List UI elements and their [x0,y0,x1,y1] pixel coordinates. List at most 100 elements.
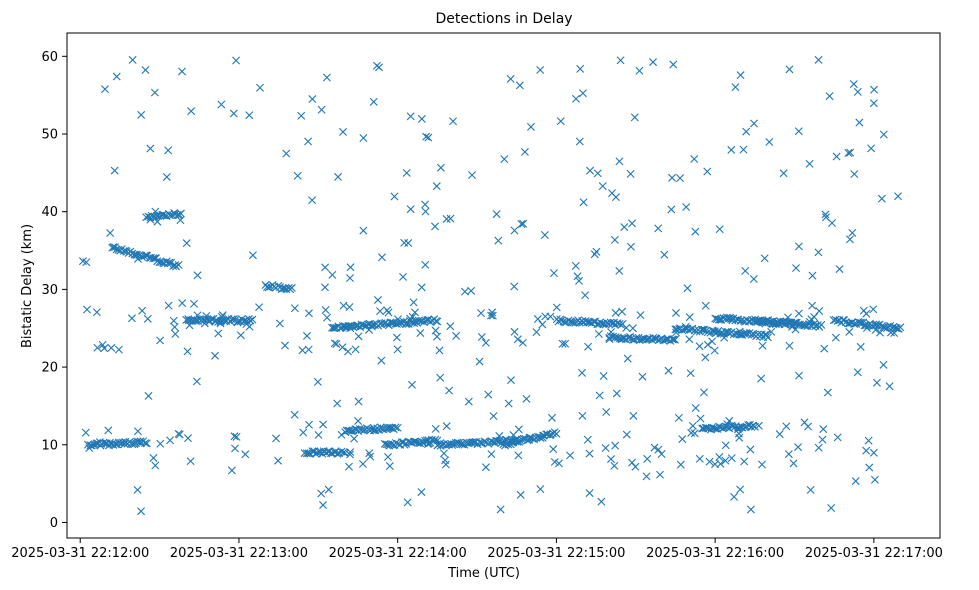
x-tick-label: 2025-03-31 22:13:00 [170,546,308,561]
detection-marker [150,88,159,97]
detection-marker [241,450,250,459]
detection-marker [747,422,756,431]
detection-marker [606,318,615,327]
detection-marker [422,132,431,141]
detection-marker [182,239,191,248]
detection-marker [746,445,755,454]
detection-marker [489,412,498,421]
detection-marker [297,111,306,120]
detection-marker [818,435,827,444]
detection-marker [814,443,823,452]
detection-marker [540,231,549,240]
detection-marker [128,55,137,64]
detection-marker [354,397,363,406]
detection-marker [571,261,580,270]
detection-marker [393,345,402,354]
detection-marker [555,459,563,468]
detection-marker [871,325,880,334]
detection-marker [305,420,313,429]
detection-marker [468,438,477,447]
detection-marker [710,346,719,355]
detection-marker [141,439,150,448]
detection-marker [791,325,800,334]
detection-marker [506,74,515,83]
detection-marker [314,430,323,439]
detection-marker [671,335,679,344]
detection-marker [345,450,354,459]
detection-marker [820,344,829,353]
detection-marker [436,441,445,450]
detection-marker [248,315,257,324]
detection-marker [569,318,578,327]
detection-marker [317,489,326,498]
detection-marker [624,333,633,342]
detection-marker [890,328,899,337]
detection-marker [344,347,353,356]
detection-marker [216,319,225,328]
detection-marker [186,457,195,466]
detection-marker [788,322,797,331]
detection-marker [313,377,322,386]
detection-marker [175,430,184,439]
detection-marker [385,423,394,432]
detection-marker [620,223,629,232]
detection-marker [595,391,604,400]
detection-marker [855,118,864,127]
detection-marker [520,147,529,156]
detection-marker [376,307,385,316]
detection-marker [760,254,769,263]
detection-marker [299,428,308,437]
detection-marker [475,357,484,366]
detection-marker [782,422,791,431]
detection-marker [765,137,774,146]
detection-marker [345,322,354,331]
detection-marker [377,356,386,365]
detection-marker [435,346,444,355]
detection-marker [500,155,509,164]
detection-marker [274,456,283,465]
detection-marker [364,325,373,334]
detection-marker [408,380,416,389]
detection-marker [330,339,339,348]
detection-marker [110,166,119,175]
detection-marker [518,338,527,347]
detection-marker [700,325,709,334]
detection-marker [585,449,594,458]
detection-marker [573,272,582,281]
detection-marker [119,246,128,255]
detection-marker [550,457,559,466]
detection-marker [464,397,473,406]
detection-marker [137,507,146,516]
detection-marker [552,429,561,438]
detection-marker [217,100,226,109]
detection-marker [156,439,165,448]
detection-marker [721,327,730,336]
detection-marker [417,114,426,123]
detection-marker [436,163,445,172]
detection-marker [674,413,683,422]
detection-marker [701,423,710,432]
detection-marker [862,309,871,318]
detection-marker [703,167,712,176]
detection-marker [735,330,744,339]
detection-marker [421,207,430,216]
detection-marker [861,321,870,330]
detection-marker [323,313,332,322]
detection-marker [828,219,837,227]
detection-marker [151,207,160,216]
detection-marker [690,154,699,163]
detection-marker [359,134,368,142]
detection-marker [794,127,803,136]
detection-marker [346,448,355,457]
detection-marker [549,445,558,454]
detection-marker [536,65,545,74]
detection-marker [789,459,798,468]
detection-marker [386,318,395,327]
detection-marker [507,376,515,385]
detection-marker [226,317,235,326]
detection-marker [421,200,430,209]
detection-marker [691,227,700,236]
detection-marker [794,371,803,380]
detection-marker [734,429,743,438]
detection-marker [324,485,333,494]
